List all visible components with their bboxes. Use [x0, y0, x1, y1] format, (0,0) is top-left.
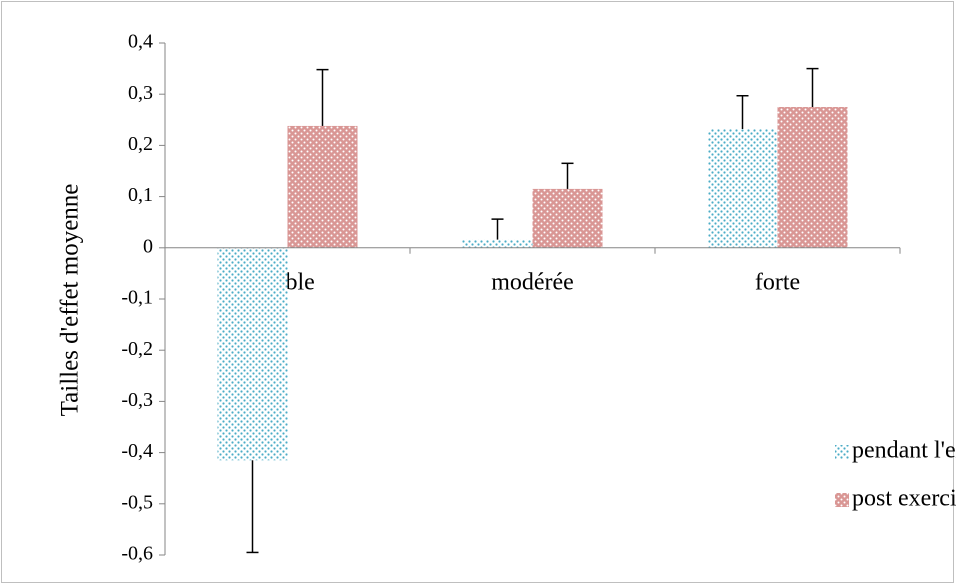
y-tick-label: -0,3 [121, 389, 153, 411]
x-tick-label: forte [755, 269, 800, 295]
y-tick-label: 0,3 [128, 82, 153, 104]
y-tick-label: -0,2 [121, 338, 153, 360]
legend-label: post exercice [852, 486, 956, 512]
legend-label: pendant l'exercice [852, 438, 956, 464]
y-tick-label: -0,6 [121, 543, 153, 565]
x-tick-label: modérée [491, 269, 574, 295]
bar [532, 188, 603, 248]
legend-swatch [835, 493, 849, 507]
bar [217, 247, 288, 461]
y-tick-label: -0,5 [121, 491, 153, 513]
y-tick-label: 0,1 [128, 184, 153, 206]
bar [707, 129, 778, 248]
y-tick-label: 0 [143, 235, 153, 257]
bar [462, 239, 533, 248]
legend-swatch [835, 445, 849, 459]
y-tick-label: 0,2 [128, 133, 153, 155]
bar [287, 125, 358, 248]
bar [777, 107, 848, 248]
y-tick-label: -0,4 [121, 440, 153, 462]
y-tick-label: 0,4 [128, 31, 153, 53]
y-axis-title: Tailles d'effet moyenne [57, 184, 84, 417]
y-tick-label: -0,1 [121, 287, 153, 309]
